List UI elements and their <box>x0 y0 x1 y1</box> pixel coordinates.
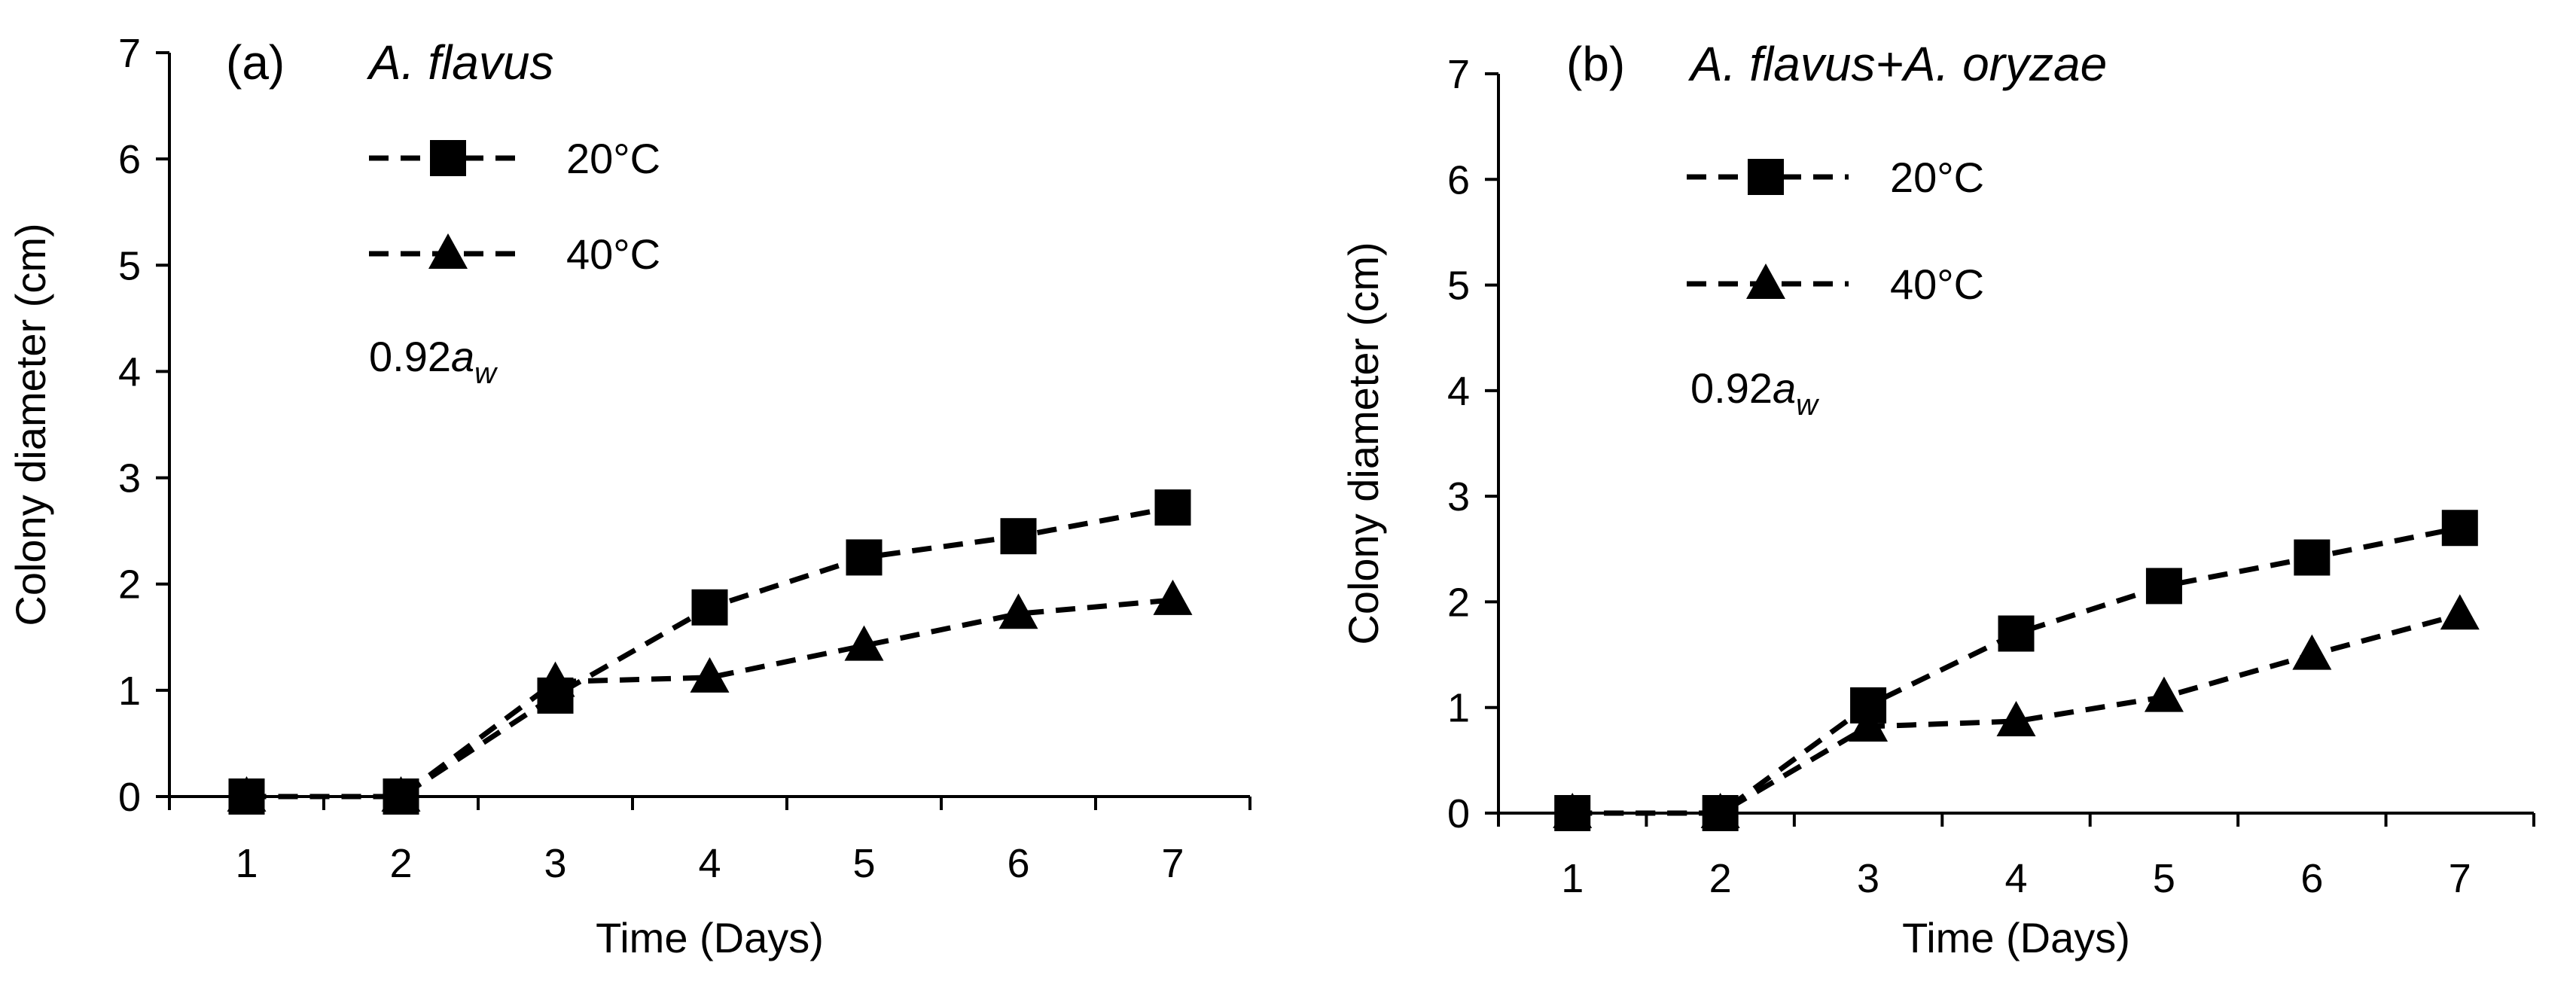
note-value: 0.92 <box>1690 364 1773 412</box>
y-tick-label: 7 <box>118 31 141 76</box>
note-subscript: w <box>474 357 498 390</box>
y-tick-label: 6 <box>1447 157 1470 203</box>
note-symbol: a <box>451 333 474 380</box>
data-point-square <box>1154 489 1191 526</box>
x-tick-label: 1 <box>1561 856 1584 901</box>
data-point-square <box>691 589 728 626</box>
data-point-triangle <box>1153 579 1193 615</box>
series-line-40C <box>246 597 1173 800</box>
chart-a-svg: 0 1 2 3 4 5 6 7 1 2 3 4 5 6 7 Time (Days) Colony diamete… <box>7 31 1251 961</box>
data-point-triangle <box>690 657 730 693</box>
data-point-triangle <box>227 776 267 812</box>
data-point-triangle <box>844 625 884 661</box>
y-tick-label: 1 <box>1447 686 1470 731</box>
y-tick-label: 6 <box>118 137 141 182</box>
y-tick-label: 1 <box>118 669 141 714</box>
y-tick-label: 2 <box>1447 580 1470 625</box>
x-axis-title: Time (Days) <box>1902 914 2130 961</box>
legend-marker-square <box>1748 159 1784 195</box>
water-activity-note: 0.92aw <box>369 333 498 390</box>
y-tick-label: 5 <box>118 243 141 288</box>
legend-label: 20°C <box>566 135 660 182</box>
data-point-triangle <box>381 776 421 812</box>
y-tick-label: 0 <box>118 775 141 820</box>
x-tick-label: 5 <box>852 841 875 886</box>
data-point-square <box>1000 518 1037 555</box>
x-tick-label: 7 <box>1161 841 1184 886</box>
y-tick-label: 5 <box>1447 264 1470 309</box>
x-tick-label: 6 <box>2300 856 2323 901</box>
data-point-triangle <box>535 661 575 697</box>
water-activity-note: 0.92aw <box>1690 364 1820 422</box>
note-symbol: a <box>1773 364 1796 412</box>
x-tick-label: 7 <box>2449 856 2471 901</box>
data-point-triangle <box>1996 700 2036 736</box>
data-point-triangle <box>1553 793 1593 828</box>
data-point-square <box>2294 539 2331 576</box>
y-tick-label: 4 <box>118 349 141 395</box>
chart-title: A. flavus <box>366 35 553 90</box>
data-point-triangle <box>2440 594 2480 630</box>
x-tick-label: 4 <box>698 841 721 886</box>
x-axis-title: Time (Days) <box>596 914 824 961</box>
x-tick-label: 2 <box>389 841 412 886</box>
legend-marker-triangle <box>1746 264 1785 299</box>
data-point-square <box>2441 510 2478 547</box>
legend-marker-triangle <box>428 233 468 269</box>
x-tick-label: 5 <box>2153 856 2175 901</box>
chart-title: A. flavus+A. oryzae <box>1687 37 2107 91</box>
chart-panel-b: 0 1 2 3 4 5 6 7 1 2 3 4 5 6 7 Time (Days) Colony diamete… <box>1288 0 2576 981</box>
data-point-square <box>1998 615 2035 652</box>
y-tick-label: 0 <box>1447 791 1470 836</box>
panel-label: (a) <box>226 35 285 90</box>
x-tick-label: 4 <box>2004 856 2027 901</box>
legend-label: 20°C <box>1890 154 1984 201</box>
data-point-triangle <box>998 593 1038 629</box>
x-tick-label: 1 <box>235 841 258 886</box>
x-tick-label: 6 <box>1007 841 1029 886</box>
data-point-triangle <box>1849 705 1889 742</box>
data-point-triangle <box>2144 676 2184 712</box>
x-tick-label: 3 <box>544 841 566 886</box>
x-tick-label: 2 <box>1709 856 1732 901</box>
note-subscript: w <box>1796 388 1820 422</box>
data-point-square <box>846 539 883 576</box>
note-value: 0.92 <box>369 333 451 380</box>
y-tick-label: 3 <box>118 456 141 501</box>
y-tick-label: 4 <box>1447 369 1470 414</box>
data-point-square <box>2145 568 2182 605</box>
data-point-triangle <box>2292 634 2332 670</box>
y-tick-label: 3 <box>1447 474 1470 519</box>
y-tick-label: 2 <box>118 562 141 608</box>
legend-label: 40°C <box>566 230 660 278</box>
chart-b-svg: 0 1 2 3 4 5 6 7 1 2 3 4 5 6 7 Time (Days) Colony diamete… <box>1340 37 2535 961</box>
y-axis-title: Colony diameter (cm) <box>1340 242 1387 644</box>
panel-label: (b) <box>1566 37 1625 91</box>
chart-panel-a: 0 1 2 3 4 5 6 7 1 2 3 4 5 6 7 Time (Days) Colony diamete… <box>7 31 1251 961</box>
legend-label: 40°C <box>1890 260 1984 308</box>
data-point-triangle <box>1700 793 1740 828</box>
legend-marker-square <box>430 140 466 176</box>
y-axis-title: Colony diameter (cm) <box>7 223 54 626</box>
y-tick-label: 7 <box>1447 52 1470 97</box>
x-tick-label: 3 <box>1857 856 1879 901</box>
